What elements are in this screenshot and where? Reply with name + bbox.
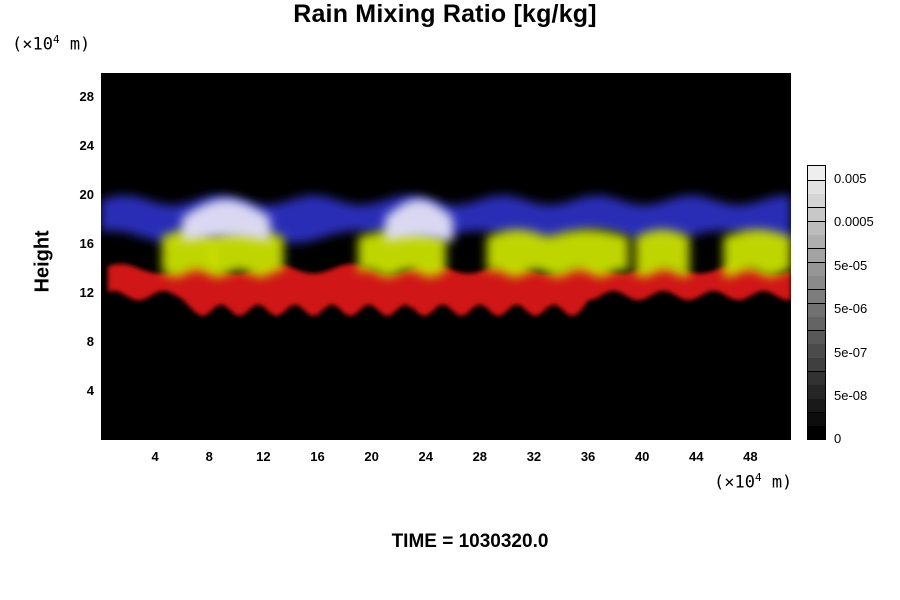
- colorbar-level: [808, 193, 825, 208]
- colorbar-label: 0.005: [834, 171, 867, 186]
- rain-band-yellow: [723, 229, 791, 278]
- y-tick-label: 20: [79, 187, 94, 203]
- x-tick-label: 24: [418, 449, 433, 464]
- y-tick-label: 12: [79, 285, 94, 301]
- rain-band-yellow: [209, 229, 284, 278]
- y-axis-label: Height: [31, 230, 54, 293]
- colorbar-level: [808, 411, 825, 426]
- y-axis-unit: (×104 m): [12, 33, 91, 55]
- colorbar-level: [808, 206, 825, 222]
- x-tick-label: 12: [256, 449, 271, 464]
- chart-title: Rain Mixing Ratio [kg/kg]: [293, 0, 597, 28]
- colorbar-label: 0.0005: [834, 214, 874, 229]
- y-tick-label: 4: [86, 383, 94, 399]
- colorbar-label: 5e-08: [834, 388, 868, 403]
- heatmap-svg: [101, 195, 791, 317]
- x-tick-label: 32: [526, 449, 542, 464]
- x-tick-label: 36: [580, 449, 596, 464]
- rain-band-yellow: [358, 229, 446, 278]
- colorbar-level: [808, 370, 825, 385]
- colorbar-level: [808, 384, 825, 399]
- x-tick-label: 4: [151, 449, 159, 464]
- x-tick-label: 8: [205, 449, 213, 464]
- colorbar: [807, 165, 826, 440]
- x-tick-label: 20: [364, 449, 379, 464]
- time-label: TIME = 1030320.0: [391, 531, 549, 552]
- x-tick-label: 28: [472, 449, 488, 464]
- x-tick-label: 48: [743, 449, 758, 464]
- colorbar-level: [808, 234, 825, 249]
- colorbar-level: [808, 357, 825, 372]
- y-tick-label: 8: [86, 334, 94, 350]
- rain-band-yellow: [635, 229, 690, 278]
- rain-band-red: [107, 263, 791, 317]
- colorbar-level: [808, 398, 825, 413]
- rain-layer-red: [107, 263, 791, 317]
- y-tick-label: 16: [79, 236, 94, 252]
- rain-band-white: [182, 199, 271, 242]
- colorbar-level: [808, 247, 825, 263]
- colorbar-level: [808, 302, 825, 317]
- colorbar-level: [808, 425, 825, 440]
- colorbar-level: [808, 261, 825, 276]
- y-tick-label: 24: [79, 138, 94, 154]
- colorbar-label: 0: [834, 431, 842, 446]
- colorbar-level: [808, 288, 825, 303]
- x-tick-label: 44: [689, 449, 704, 464]
- colorbar-level: [808, 329, 825, 344]
- colorbar-label: 5e-05: [834, 258, 868, 273]
- colorbar-label: 5e-06: [834, 301, 868, 316]
- rain-band-yellow: [486, 229, 548, 278]
- rain-layer-yellow: [161, 229, 791, 278]
- colorbar-level: [808, 343, 825, 358]
- rain-layer-white: [182, 199, 453, 242]
- rain-band-yellow: [547, 229, 629, 278]
- colorbar-level: [808, 316, 825, 331]
- colorbar-level: [808, 179, 825, 194]
- colorbar-label: 5e-07: [834, 345, 868, 360]
- x-tick-label: 16: [310, 449, 325, 464]
- colorbar-level: [808, 275, 825, 290]
- rain-band-red: [395, 280, 421, 310]
- x-axis-unit: (×104 m): [714, 471, 793, 493]
- y-tick-label: 28: [79, 89, 94, 105]
- rain-band-white: [385, 199, 453, 242]
- rain-band-yellow: [161, 229, 216, 278]
- heatmap-plot-area: [101, 73, 791, 440]
- colorbar-level: [808, 220, 825, 235]
- x-tick-label: 40: [634, 449, 650, 464]
- colorbar-level: [808, 166, 825, 181]
